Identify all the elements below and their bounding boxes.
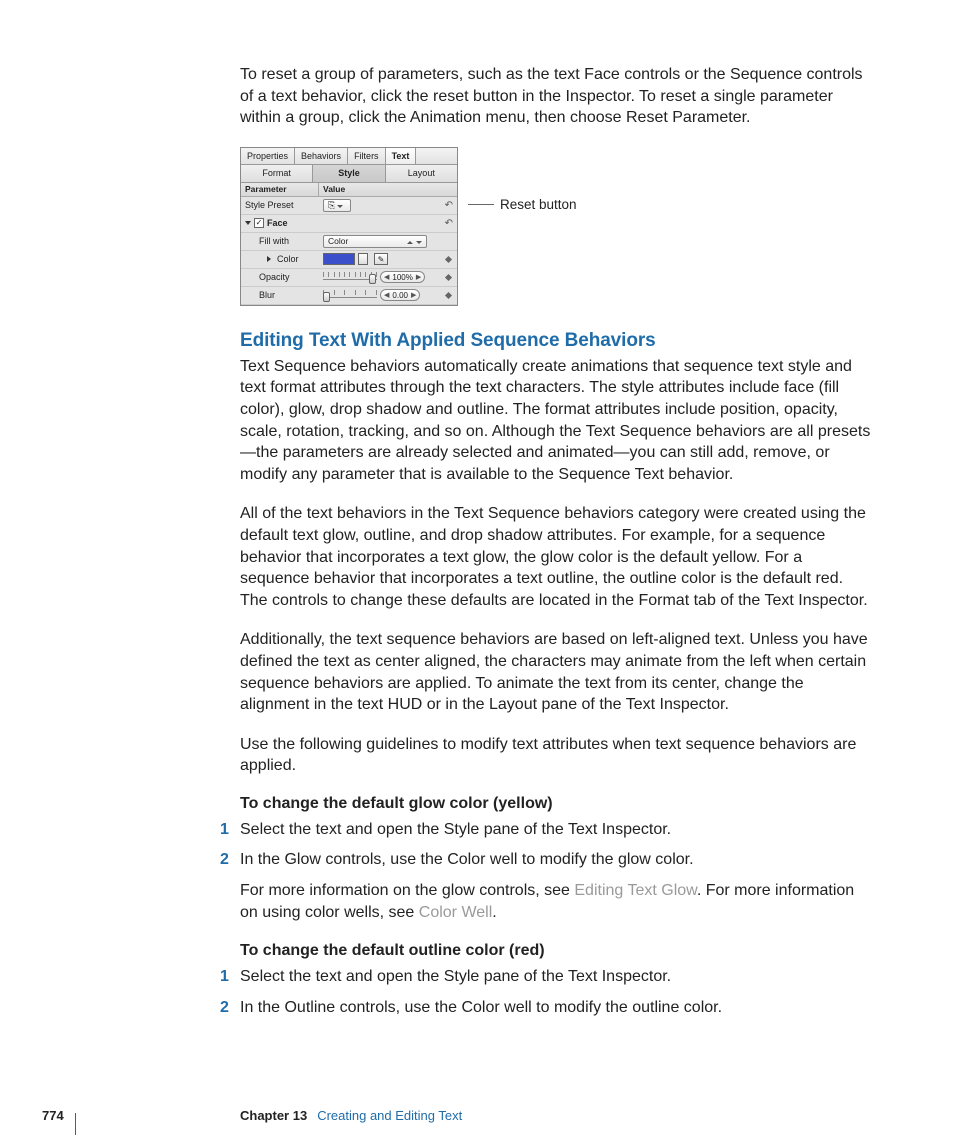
procedure-steps: 1Select the text and open the Style pane…: [240, 819, 874, 925]
procedure-steps: 1Select the text and open the Style pane…: [240, 966, 874, 1019]
blur-slider[interactable]: [323, 289, 377, 301]
row-opacity: Opacity ◀100%▶: [241, 269, 457, 287]
step-item: 2In the Glow controls, use the Color wel…: [240, 849, 874, 924]
color-well[interactable]: [323, 253, 355, 265]
column-header-value: Value: [319, 183, 349, 196]
label-fill-with: Fill with: [241, 236, 319, 246]
row-fill-with: Fill with Color: [241, 233, 457, 251]
footer-rule: [75, 1113, 76, 1135]
body-paragraph: Text Sequence behaviors automatically cr…: [240, 356, 874, 486]
step-item: 2In the Outline controls, use the Color …: [240, 997, 874, 1019]
row-blur: Blur ◀0.00▶: [241, 287, 457, 305]
label-blur: Blur: [241, 290, 319, 300]
body-paragraph: All of the text behaviors in the Text Se…: [240, 503, 874, 611]
opacity-value-field[interactable]: ◀100%▶: [380, 271, 425, 283]
disclosure-down-icon[interactable]: [245, 221, 251, 225]
reset-icon[interactable]: ↶: [445, 218, 453, 229]
disclosure-right-icon[interactable]: [267, 256, 274, 262]
step-item: 1Select the text and open the Style pane…: [240, 819, 874, 841]
intro-paragraph: To reset a group of parameters, such as …: [240, 64, 874, 129]
tab-text[interactable]: Text: [386, 148, 417, 164]
opacity-slider[interactable]: [323, 271, 377, 283]
tab-behaviors[interactable]: Behaviors: [295, 148, 348, 164]
inspector-subtabs: Format Style Layout: [241, 165, 457, 183]
label-face: ✓ Face: [241, 218, 319, 228]
step-item: 1Select the text and open the Style pane…: [240, 966, 874, 988]
body-paragraph: Additionally, the text sequence behavior…: [240, 629, 874, 715]
fill-with-popup[interactable]: Color: [323, 235, 427, 248]
link-color-well[interactable]: Color Well: [419, 904, 493, 921]
step-note: For more information on the glow control…: [240, 880, 874, 925]
row-face: ✓ Face ↶: [241, 215, 457, 233]
label-style-preset: Style Preset: [241, 200, 319, 210]
face-checkbox[interactable]: ✓: [254, 218, 264, 228]
blur-value-field[interactable]: ◀0.00▶: [380, 289, 420, 301]
link-editing-text-glow[interactable]: Editing Text Glow: [574, 882, 696, 899]
inspector-tabs: Properties Behaviors Filters Text: [241, 148, 457, 165]
procedure-title: To change the default glow color (yellow…: [240, 795, 874, 813]
tab-filters[interactable]: Filters: [348, 148, 386, 164]
subtab-format[interactable]: Format: [241, 165, 313, 183]
label-color: Color: [241, 254, 319, 264]
row-style-preset: Style Preset ⎘ ↶: [241, 197, 457, 215]
callout-line: [468, 204, 494, 205]
chapter-info: Chapter 13Creating and Editing Text: [240, 1108, 462, 1123]
column-header-parameter: Parameter: [241, 183, 319, 196]
subtab-layout[interactable]: Layout: [386, 165, 457, 183]
callout: Reset button: [468, 197, 577, 212]
procedure-title: To change the default outline color (red…: [240, 942, 874, 960]
column-header-row: Parameter Value: [241, 183, 457, 197]
section-heading: Editing Text With Applied Sequence Behav…: [240, 330, 874, 352]
label-opacity: Opacity: [241, 272, 319, 282]
style-preset-popup[interactable]: ⎘: [323, 199, 351, 212]
color-picker-button[interactable]: ✎: [374, 253, 388, 265]
tab-properties[interactable]: Properties: [241, 148, 295, 164]
row-color: Color ✎: [241, 251, 457, 269]
body-paragraph: Use the following guidelines to modify t…: [240, 734, 874, 777]
inspector-figure: Properties Behaviors Filters Text Format…: [240, 147, 874, 306]
callout-label: Reset button: [500, 197, 577, 212]
color-dropdown-icon[interactable]: [358, 253, 368, 265]
inspector-panel: Properties Behaviors Filters Text Format…: [240, 147, 458, 306]
page-number: 774: [42, 1108, 64, 1123]
reset-icon[interactable]: ↶: [445, 200, 453, 211]
subtab-style[interactable]: Style: [313, 165, 385, 183]
